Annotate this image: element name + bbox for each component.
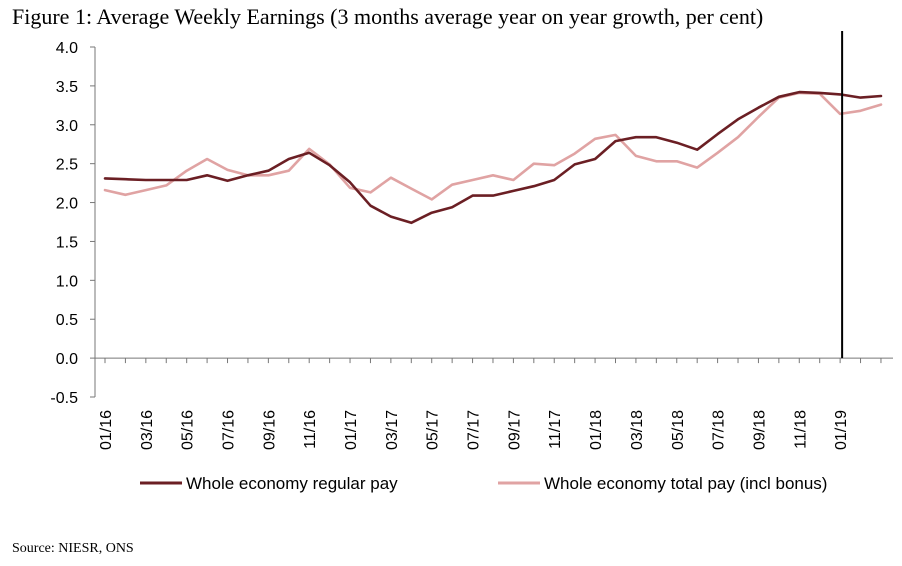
chart-title: Figure 1: Average Weekly Earnings (3 mon… — [12, 4, 764, 29]
x-tick-label: 01/17 — [343, 410, 360, 450]
x-tick-label: 11/17 — [547, 410, 564, 449]
y-tick-label: -0.5 — [50, 390, 78, 407]
y-tick-label: 0.5 — [56, 312, 78, 329]
x-tick-labels: 01/16 03/16 05/16 07/16 09/16 11/16 01/17 03/17… — [98, 410, 850, 450]
legend: Whole economy regular pay Whole economy t… — [140, 474, 827, 493]
x-tick-label: 11/18 — [792, 410, 809, 449]
y-tick-label: 1.5 — [56, 234, 78, 251]
x-tick-label: 07/16 — [221, 410, 238, 450]
axes — [90, 46, 893, 398]
x-tick-label: 05/17 — [425, 410, 442, 450]
y-tick-label: 3.5 — [56, 79, 78, 96]
x-tick-label: 01/18 — [588, 410, 605, 450]
x-tick-label: 01/19 — [833, 410, 850, 450]
y-tick-label: 1.0 — [56, 273, 78, 290]
x-tick-label: 09/17 — [506, 410, 523, 450]
y-tick-label: 0.0 — [56, 351, 78, 368]
x-tick-label: 01/16 — [98, 410, 115, 450]
legend-label: Whole economy total pay (incl bonus) — [544, 474, 827, 493]
x-tick-label: 03/18 — [629, 410, 646, 450]
x-tick-label: 03/16 — [139, 410, 156, 450]
x-tick-label: 05/18 — [670, 410, 687, 450]
x-tick-label: 07/18 — [711, 410, 728, 450]
series-lines — [103, 90, 883, 225]
x-tick-label: 09/16 — [261, 410, 278, 450]
x-tick-label: 09/18 — [751, 410, 768, 450]
y-tick-label: 2.0 — [56, 196, 78, 213]
x-tick-label: 05/16 — [180, 410, 197, 450]
series-line — [103, 91, 883, 201]
legend-label: Whole economy regular pay — [186, 474, 398, 493]
y-tick-label: 2.5 — [56, 157, 78, 174]
y-tick-label: 4.0 — [56, 40, 78, 57]
x-tick-label: 07/17 — [466, 410, 483, 450]
source-note: Source: NIESR, ONS — [12, 541, 134, 556]
series-line — [103, 90, 883, 225]
y-tick-labels: 4.0 3.5 3.0 2.5 2.0 1.5 1.0 0.5 0.0 -0.5 — [50, 40, 78, 407]
y-tick-label: 3.0 — [56, 118, 78, 135]
x-tick-label: 11/16 — [302, 410, 319, 449]
x-tick-label: 03/17 — [384, 410, 401, 450]
